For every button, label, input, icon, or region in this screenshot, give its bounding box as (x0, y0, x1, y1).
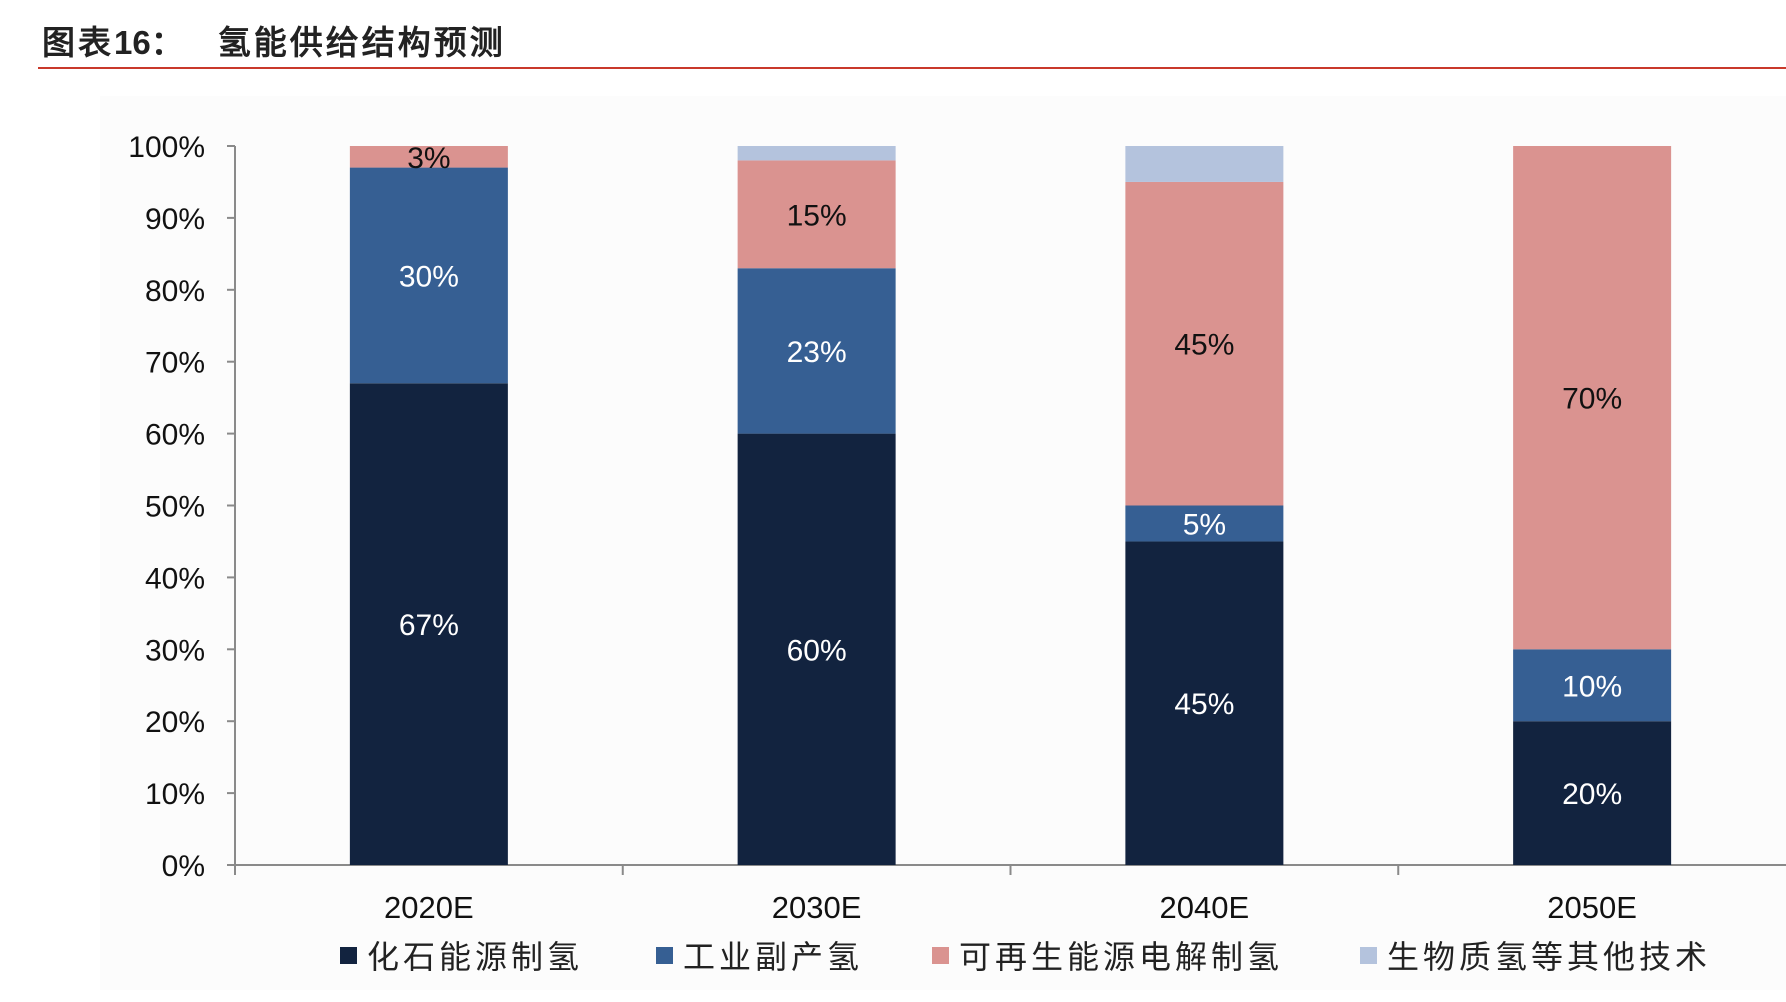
data-label: 5% (1183, 508, 1226, 541)
data-label: 45% (1174, 329, 1234, 362)
x-tick-label: 2040E (1160, 890, 1250, 925)
x-tick-label: 2020E (384, 890, 474, 925)
x-tick-label: 2030E (772, 890, 862, 925)
title-text: 氢能供给结构预测 (217, 23, 506, 62)
legend-label: 工业副产氢 (683, 938, 864, 976)
legend-item: 化石能源制氢 (340, 932, 583, 978)
bar-segment-4-2040E (1125, 146, 1284, 182)
y-tick-label: 40% (145, 562, 205, 595)
bar-segment-2-2050E (1513, 649, 1672, 722)
x-tick-label: 2050E (1547, 890, 1637, 925)
bar-segment-1-2040E (1125, 541, 1284, 865)
data-label: 3% (407, 142, 450, 175)
bar-segment-2-2040E (1125, 505, 1284, 542)
data-label: 20% (1562, 778, 1622, 811)
bar-segment-4-2030E (737, 146, 896, 161)
title-prefix: 图表 (42, 23, 114, 62)
data-label: 60% (787, 634, 847, 667)
bar-segment-1-2050E (1513, 721, 1672, 865)
bar-segment-3-2050E (1513, 146, 1672, 650)
data-label: 23% (787, 336, 847, 369)
chart-legend: 化石能源制氢 工业副产氢 可再生能源电解制氢 生物质氢等其他技术 (0, 932, 1786, 980)
legend-label: 生物质氢等其他技术 (1387, 938, 1712, 976)
legend-item: 工业副产氢 (656, 932, 863, 978)
legend-label: 化石能源制氢 (367, 938, 584, 976)
legend-item: 生物质氢等其他技术 (1360, 932, 1711, 978)
legend-item: 可再生能源电解制氢 (932, 932, 1283, 978)
title-rule (38, 67, 1786, 69)
y-tick-label: 50% (145, 491, 205, 524)
data-label: 67% (399, 609, 459, 642)
data-label: 15% (787, 199, 847, 232)
y-tick-label: 20% (145, 706, 205, 739)
data-label: 70% (1562, 383, 1622, 416)
bar-segment-2-2030E (737, 268, 896, 434)
data-label: 10% (1562, 670, 1622, 703)
legend-swatch (932, 946, 949, 964)
y-tick-label: 30% (145, 634, 205, 667)
legend-swatch (1360, 946, 1377, 964)
y-tick-label: 10% (145, 778, 205, 811)
title-number: 16： (114, 24, 184, 61)
legend-swatch (340, 946, 357, 964)
chart-title: 图表16： 氢能供给结构预测 (42, 16, 506, 64)
bar-segment-3-2040E (1125, 181, 1284, 506)
bar-segment-1-2020E (349, 383, 508, 865)
legend-label: 可再生能源电解制氢 (959, 938, 1284, 976)
y-tick-label: 70% (145, 347, 205, 380)
bar-segment-3-2020E (349, 146, 508, 168)
bar-segment-3-2030E (737, 160, 896, 269)
y-tick-label: 0% (162, 850, 205, 883)
data-label: 45% (1174, 688, 1234, 721)
y-tick-label: 80% (145, 275, 205, 308)
bar-segment-2-2020E (349, 167, 508, 384)
data-label: 30% (399, 260, 459, 293)
y-tick-label: 60% (145, 419, 205, 452)
legend-swatch (656, 946, 673, 964)
stacked-bar-chart: 0% 10% 20% 30% 40% 50% 60% 70% 80% 90% 100% 67% 30% 3… (128, 131, 1786, 925)
bar-segment-1-2030E (737, 433, 896, 865)
y-tick-label: 90% (145, 203, 205, 236)
y-tick-label: 100% (128, 131, 205, 164)
